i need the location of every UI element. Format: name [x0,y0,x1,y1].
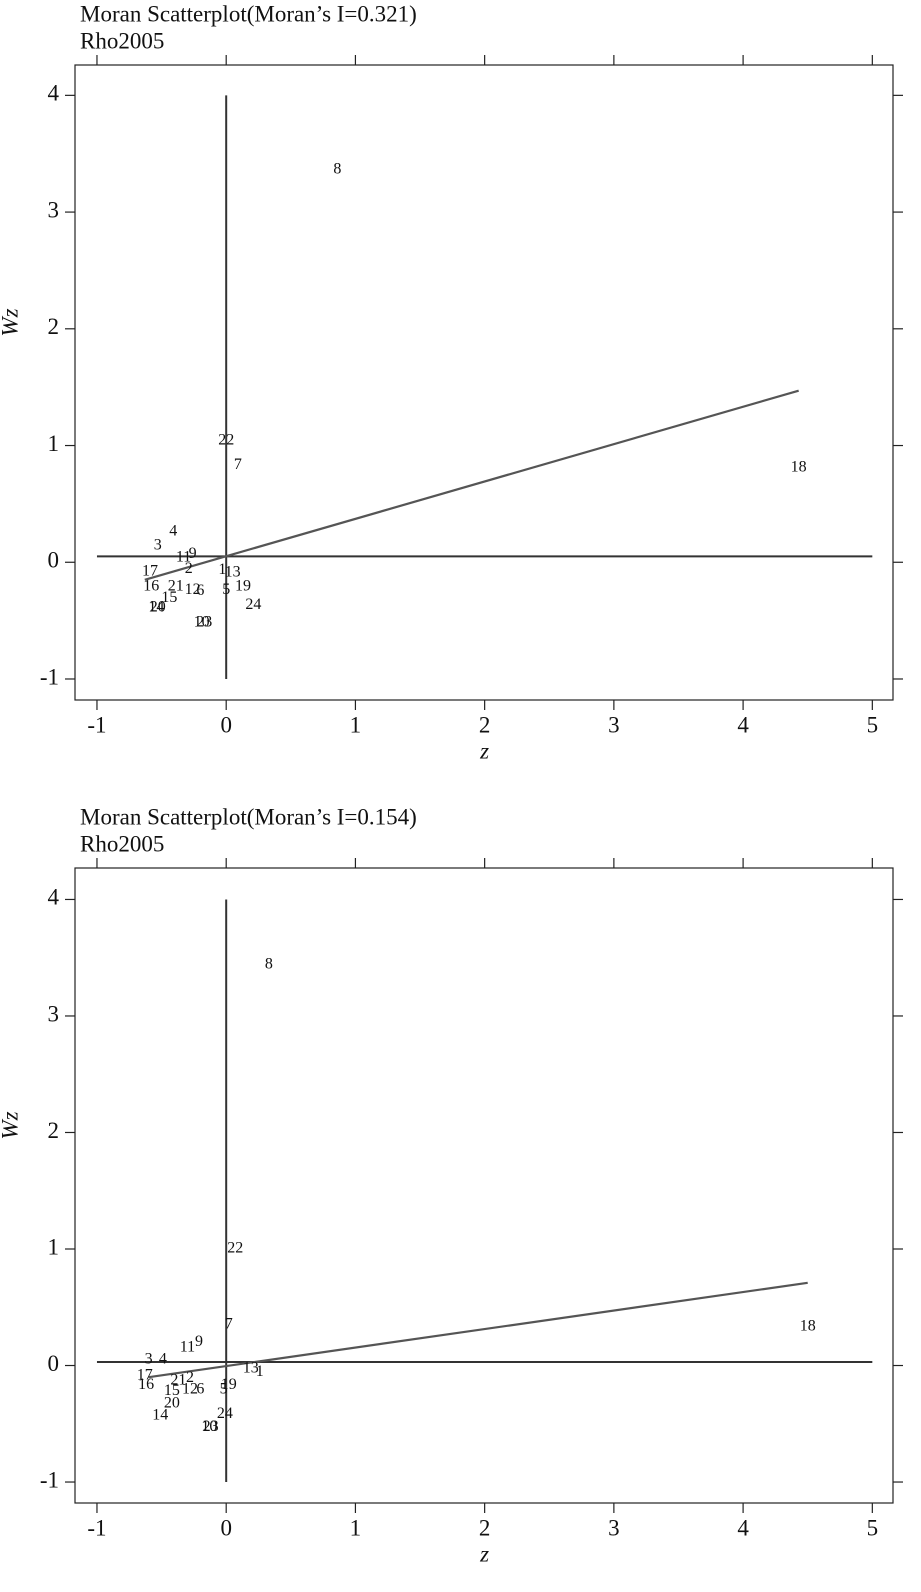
point-label: 19 [221,1376,237,1393]
plot-frame [74,64,894,701]
x-tick-label: 1 [350,1515,362,1540]
point-label: 3 [154,537,162,554]
point-label: 20 [164,1395,180,1412]
point-label: 4 [159,1350,167,1367]
point-label: 17 [142,562,158,579]
chart-subtitle: Rho2005 [80,831,164,856]
x-tick-label: 0 [220,712,232,737]
chart-title: Moran Scatterplot(Moran’s I=0.154) [80,804,417,829]
x-tick-label: -1 [87,1515,106,1540]
point-label: 8 [265,955,273,972]
chart-title: Moran Scatterplot(Moran’s I=0.321) [80,1,417,26]
plot-frame [74,867,894,1504]
point-label: 1 [256,1363,264,1380]
point-label: 2 [186,1369,194,1386]
y-tick-label: 3 [48,1001,60,1026]
x-tick-label: 5 [867,712,879,737]
point-label: 9 [195,1333,203,1350]
point-label: 12 [182,1381,198,1398]
point-label: 18 [800,1318,816,1335]
point-label: 10 [194,614,210,631]
x-tick-label: 4 [737,1515,749,1540]
point-label: 16 [138,1376,154,1393]
point-label: 8 [333,161,341,178]
point-label: 10 [201,1418,217,1435]
point-label: 9 [189,545,197,562]
x-tick-label: -1 [87,712,106,737]
x-tick-label: 4 [737,712,749,737]
point-label: 6 [196,582,204,599]
fit-line [148,1281,808,1379]
y-tick-label: 0 [48,548,60,573]
x-tick-label: 2 [479,712,491,737]
point-label: 18 [791,458,807,475]
y-tick-label: 1 [48,431,60,456]
x-tick-label: 2 [479,1515,491,1540]
y-tick-label: 3 [48,197,60,222]
y-axis-label: Wz [0,308,22,336]
y-tick-label: 2 [48,1118,60,1143]
scatter-panel: Moran Scatterplot(Moran’s I=0.321)Rho200… [0,1,903,763]
point-label: 7 [234,456,242,473]
x-tick-label: 5 [867,1515,879,1540]
chart-subtitle: Rho2005 [80,28,164,53]
point-label: 20 [150,598,166,615]
point-label: 22 [227,1240,243,1257]
point-label: 13 [225,563,241,580]
point-label: 11 [180,1339,195,1356]
x-tick-label: 3 [608,712,620,737]
scatter-panel: Moran Scatterplot(Moran’s I=0.154)Rho200… [0,804,903,1566]
point-label: 5 [222,581,230,598]
point-label: 7 [225,1315,233,1332]
point-label: 14 [152,1406,168,1423]
point-label: 1 [218,561,226,578]
point-label: 3 [145,1350,153,1367]
point-label: 11 [176,548,191,565]
y-tick-label: 4 [48,885,60,910]
y-axis-label: Wz [0,1111,22,1139]
point-label: 15 [161,589,177,606]
x-axis-label: z [479,738,489,763]
point-label: 16 [143,577,159,594]
point-label: 23 [196,614,212,631]
point-label: 6 [196,1381,204,1398]
y-tick-label: 2 [48,314,60,339]
point-label: 13 [243,1360,259,1377]
point-label: 19 [235,577,251,594]
y-tick-label: 4 [48,81,60,106]
point-label: 21 [170,1371,186,1388]
point-label: 22 [218,432,234,449]
y-tick-label: -1 [40,1467,59,1492]
x-tick-label: 3 [608,1515,620,1540]
point-label: 24 [245,596,261,613]
point-label: 14 [148,598,164,615]
point-label: 24 [217,1405,233,1422]
point-label: 2 [185,560,193,577]
point-label: 12 [185,581,201,598]
point-label: 17 [137,1367,153,1384]
point-label: 5 [220,1381,228,1398]
y-tick-label: -1 [40,664,59,689]
x-tick-label: 0 [220,1515,232,1540]
x-axis-label: z [479,1541,489,1566]
point-label: 21 [168,577,184,594]
fit-line [144,389,799,581]
point-label: 23 [203,1418,219,1435]
y-tick-label: 1 [48,1234,60,1259]
x-tick-label: 1 [350,712,362,737]
y-tick-label: 0 [48,1351,60,1376]
point-label: 15 [164,1382,180,1399]
point-label: 4 [169,523,177,540]
